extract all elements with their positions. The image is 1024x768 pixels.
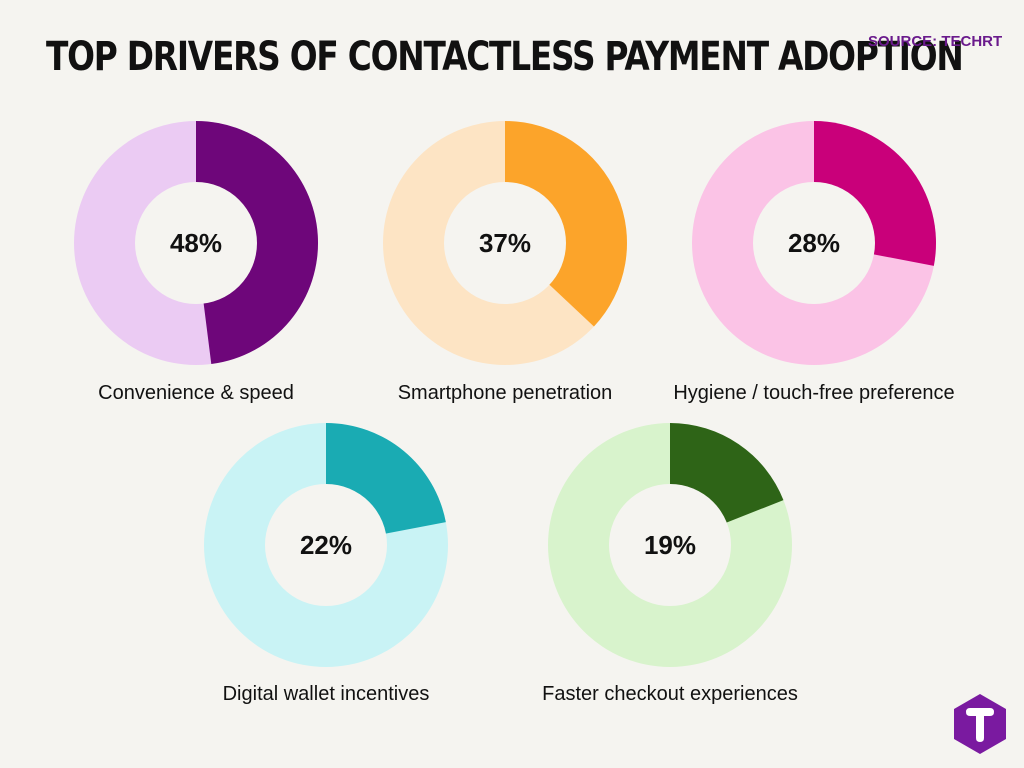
donut-hole-smartphone-penetration (444, 182, 566, 304)
data-label-convenience-speed: 48% (170, 228, 222, 258)
category-label-faster-checkout-experiences: Faster checkout experiences (542, 683, 798, 705)
donut-hole-digital-wallet-incentives (265, 484, 387, 606)
page-title: TOP DRIVERS OF CONTACTLESS PAYMENT ADOPT… (46, 34, 964, 80)
donut-smartphone-penetration: 37% Smartphone penetration (383, 121, 627, 404)
donut-hole-hygiene-touch-free-preference (753, 182, 875, 304)
donut-faster-checkout-experiences: 19% Faster checkout experiences (542, 423, 798, 705)
donut-hygiene-touch-free-preference: 28% Hygiene / touch-free preference (673, 121, 955, 404)
donut-hole-convenience-speed (135, 182, 257, 304)
donut-digital-wallet-incentives: 22% Digital wallet incentives (204, 423, 448, 705)
techrt-t-logo-icon (954, 694, 1006, 754)
data-label-digital-wallet-incentives: 22% (300, 530, 352, 560)
source-label: SOURCE: TECHRT (868, 33, 1003, 50)
data-label-hygiene-touch-free-preference: 28% (788, 228, 840, 258)
data-label-faster-checkout-experiences: 19% (644, 530, 696, 560)
category-label-smartphone-penetration: Smartphone penetration (398, 382, 613, 404)
category-label-digital-wallet-incentives: Digital wallet incentives (223, 683, 430, 705)
data-label-smartphone-penetration: 37% (479, 228, 531, 258)
donut-slice-smartphone-penetration (505, 121, 627, 327)
donut-convenience-speed: 48% Convenience & speed (74, 120, 319, 404)
donut-slice-convenience-speed (196, 120, 319, 365)
donut-hole-faster-checkout-experiences (609, 484, 731, 606)
category-label-convenience-speed: Convenience & speed (98, 382, 294, 404)
category-label-hygiene-touch-free-preference: Hygiene / touch-free preference (673, 382, 954, 404)
